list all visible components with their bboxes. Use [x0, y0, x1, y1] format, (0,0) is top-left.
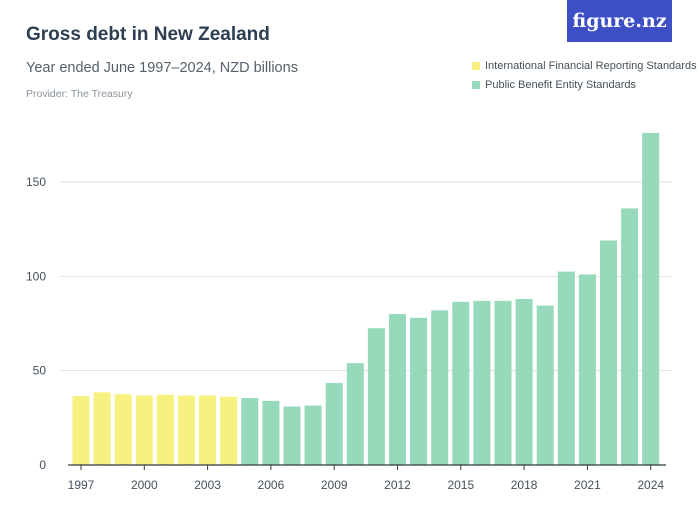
bar-2004[interactable] [220, 396, 238, 465]
bar-2011[interactable] [367, 328, 385, 465]
figure-nz-logo[interactable]: figure.nz [567, 0, 672, 42]
bar-2007[interactable] [283, 406, 301, 465]
data-provider: Provider: The Treasury [26, 88, 133, 100]
chart-subtitle: Year ended June 1997–2024, NZD billions [26, 60, 298, 76]
x-tick-label-2003: 2003 [194, 478, 221, 492]
legend-label-pbe: Public Benefit Entity Standards [485, 78, 637, 91]
bar-2001[interactable] [156, 394, 174, 465]
y-tick-label-100: 100 [26, 269, 46, 283]
chart-title: Gross debt in New Zealand [26, 24, 270, 45]
legend: International Financial Reporting Standa… [472, 56, 697, 94]
bar-2019[interactable] [536, 305, 554, 465]
x-tick-label-2018: 2018 [511, 478, 538, 492]
bar-2012[interactable] [389, 314, 406, 465]
bar-2008[interactable] [304, 405, 322, 465]
x-tick-label-2009: 2009 [321, 478, 348, 492]
bar-2022[interactable] [600, 240, 617, 465]
legend-item-pbe: Public Benefit Entity Standards [472, 75, 697, 94]
bar-1998[interactable] [93, 392, 111, 465]
x-tick-label-2000: 2000 [131, 478, 158, 492]
bar-1997[interactable] [72, 396, 90, 465]
legend-swatch-ifrs [472, 61, 480, 70]
y-tick-label-50: 50 [33, 364, 47, 378]
legend-item-ifrs: International Financial Reporting Standa… [472, 56, 697, 75]
bar-2010[interactable] [346, 363, 364, 465]
bar-2003[interactable] [199, 395, 217, 465]
x-tick-label-2012: 2012 [384, 478, 411, 492]
x-tick-label-1997: 1997 [68, 478, 95, 492]
legend-swatch-pbe [472, 80, 480, 89]
legend-label-ifrs: International Financial Reporting Standa… [485, 59, 697, 72]
y-tick-label-150: 150 [26, 175, 46, 189]
bar-2002[interactable] [178, 395, 195, 465]
bar-2013[interactable] [410, 317, 428, 465]
bar-2005[interactable] [241, 398, 259, 465]
bar-1999[interactable] [114, 394, 132, 465]
bar-2009[interactable] [325, 382, 343, 465]
bar-2023[interactable] [621, 208, 639, 465]
x-tick-label-2006: 2006 [258, 478, 285, 492]
x-tick-label-2021: 2021 [574, 478, 601, 492]
bar-2024[interactable] [642, 132, 660, 466]
bar-2006[interactable] [262, 400, 280, 465]
bar-2000[interactable] [135, 395, 153, 465]
y-tick-label-0: 0 [39, 458, 46, 472]
bar-2020[interactable] [557, 271, 575, 465]
bar-2021[interactable] [578, 274, 596, 465]
x-tick-label-2024: 2024 [637, 478, 664, 492]
bar-2014[interactable] [431, 310, 449, 465]
bar-2015[interactable] [452, 301, 470, 465]
bar-2017[interactable] [494, 300, 512, 465]
x-tick-label-2015: 2015 [447, 478, 474, 492]
bar-2018[interactable] [515, 298, 533, 465]
bar-2016[interactable] [473, 300, 491, 465]
